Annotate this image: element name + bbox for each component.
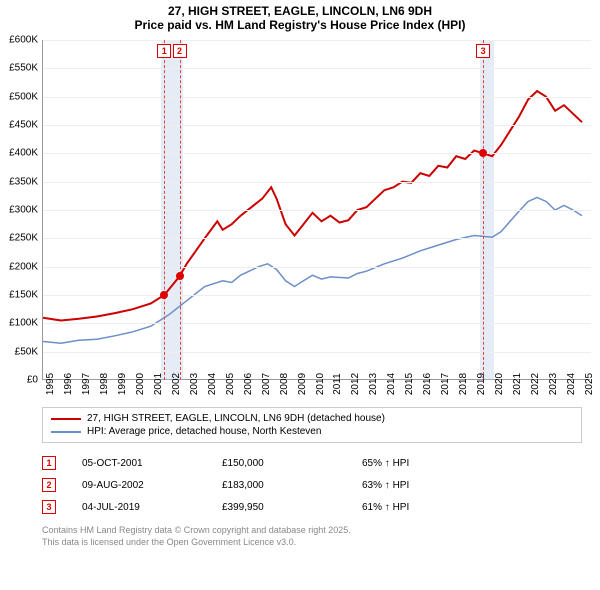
gridline-h [43,352,591,353]
event-date: 05-OCT-2001 [82,458,222,469]
footer-line2: This data is licensed under the Open Gov… [42,537,351,549]
event-pct: 63% ↑ HPI [362,480,482,491]
gridline-h [43,238,591,239]
gridline-h [43,125,591,126]
y-tick-label: £100K [9,318,38,329]
x-tick-label: 2014 [386,373,397,395]
chart-area: 123 £0£50K£100K£150K£200K£250K£300K£350K… [42,40,590,380]
x-tick-label: 2007 [261,373,272,395]
gridline-h [43,295,591,296]
x-tick-label: 2021 [512,373,523,395]
x-tick-label: 2011 [332,373,343,395]
series-dot [176,272,184,280]
event-dashline [164,40,165,380]
footer-attribution: Contains HM Land Registry data © Crown c… [42,525,351,548]
event-marker-1: 1 [157,44,171,58]
y-tick-label: £50K [15,346,38,357]
event-date: 09-AUG-2002 [82,480,222,491]
y-tick-label: £600K [9,35,38,46]
event-price: £183,000 [222,480,362,491]
x-tick-label: 2010 [315,373,326,395]
x-tick-label: 2025 [584,373,595,395]
x-tick-label: 1998 [99,373,110,395]
legend: 27, HIGH STREET, EAGLE, LINCOLN, LN6 9DH… [42,407,582,443]
x-tick-label: 2000 [135,373,146,395]
legend-label: 27, HIGH STREET, EAGLE, LINCOLN, LN6 9DH… [87,413,385,424]
event-price: £150,000 [222,458,362,469]
x-tick-label: 2003 [189,373,200,395]
gridline-h [43,210,591,211]
y-tick-label: £550K [9,63,38,74]
gridline-h [43,267,591,268]
y-tick-label: £0 [27,375,38,386]
event-row: 1 05-OCT-2001£150,00065% ↑ HPI [42,452,482,474]
x-tick-label: 2005 [225,373,236,395]
gridline-h [43,97,591,98]
gridline-h [43,40,591,41]
event-dashline [483,40,484,380]
x-tick-label: 2008 [279,373,290,395]
event-date: 04-JUL-2019 [82,502,222,513]
x-tick-label: 1995 [45,373,56,395]
y-tick-label: £500K [9,91,38,102]
x-tick-label: 2023 [548,373,559,395]
y-tick-label: £150K [9,290,38,301]
y-tick-label: £400K [9,148,38,159]
x-tick-label: 2018 [458,373,469,395]
event-index-box: 3 [42,500,56,514]
y-tick-label: £250K [9,233,38,244]
event-dashline [180,40,181,380]
event-row: 3 04-JUL-2019£399,95061% ↑ HPI [42,496,482,518]
gridline-h [43,153,591,154]
x-tick-label: 2001 [153,373,164,395]
x-tick-label: 1997 [81,373,92,395]
event-marker-2: 2 [173,44,187,58]
x-tick-label: 2017 [440,373,451,395]
title-line1: 27, HIGH STREET, EAGLE, LINCOLN, LN6 9DH [0,4,600,18]
y-tick-label: £350K [9,176,38,187]
x-tick-label: 2004 [207,373,218,395]
x-tick-label: 2019 [476,373,487,395]
legend-label: HPI: Average price, detached house, Nort… [87,426,321,437]
series-dot [479,149,487,157]
event-pct: 61% ↑ HPI [362,502,482,513]
x-tick-label: 2013 [368,373,379,395]
event-index-box: 2 [42,478,56,492]
event-marker-3: 3 [476,44,490,58]
x-tick-label: 2002 [171,373,182,395]
event-pct: 65% ↑ HPI [362,458,482,469]
y-tick-label: £300K [9,205,38,216]
gridline-h [43,68,591,69]
y-tick-label: £200K [9,261,38,272]
series-dot [160,291,168,299]
title-line2: Price paid vs. HM Land Registry's House … [0,18,600,32]
x-tick-label: 2022 [530,373,541,395]
legend-item-hpi: HPI: Average price, detached house, Nort… [51,425,573,438]
event-index-box: 1 [42,456,56,470]
x-tick-label: 2020 [494,373,505,395]
legend-swatch-red [51,418,81,420]
event-row: 2 09-AUG-2002£183,00063% ↑ HPI [42,474,482,496]
x-tick-label: 1999 [117,373,128,395]
series-hpi [43,198,582,344]
x-tick-label: 1996 [63,373,74,395]
footer-line1: Contains HM Land Registry data © Crown c… [42,525,351,537]
x-tick-label: 2016 [422,373,433,395]
y-tick-label: £450K [9,120,38,131]
gridline-h [43,323,591,324]
x-tick-label: 2009 [297,373,308,395]
chart-title: 27, HIGH STREET, EAGLE, LINCOLN, LN6 9DH… [0,0,600,34]
event-price: £399,950 [222,502,362,513]
legend-swatch-blue [51,431,81,433]
x-tick-label: 2015 [404,373,415,395]
gridline-h [43,182,591,183]
x-tick-label: 2024 [566,373,577,395]
event-table: 1 05-OCT-2001£150,00065% ↑ HPI 2 09-AUG-200… [42,452,482,518]
x-tick-label: 2006 [243,373,254,395]
x-tick-label: 2012 [350,373,361,395]
plot-region: 12 3 [42,40,590,380]
legend-item-price-paid: 27, HIGH STREET, EAGLE, LINCOLN, LN6 9DH… [51,412,573,425]
